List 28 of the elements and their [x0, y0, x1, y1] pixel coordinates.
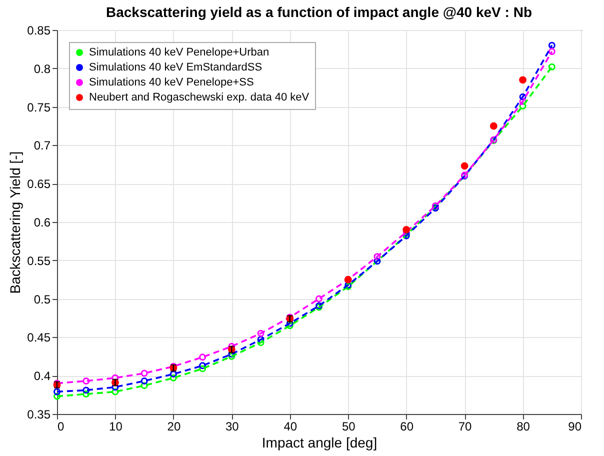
- x-tick-label: 40: [284, 420, 298, 434]
- legend-label: Simulations 40 keV Penelope+SS: [89, 76, 254, 88]
- x-axis-title: Impact angle [deg]: [262, 434, 378, 450]
- x-tick-label: 10: [109, 420, 123, 434]
- x-tick-label: 90: [568, 420, 582, 434]
- legend-label: Neubert and Rogaschewski exp. data 40 keV: [89, 92, 310, 104]
- y-tick-label: 0.8: [34, 62, 51, 76]
- y-tick-label: 0.7: [34, 138, 51, 153]
- y-tick-label: 0.65: [27, 177, 51, 192]
- y-tick-label: 0.6: [34, 216, 51, 230]
- x-tick-label: 70: [458, 420, 472, 434]
- chart-title: Backscattering yield as a function of impact angle @40 keV : Nb: [106, 4, 532, 20]
- y-axis-title: Backscattering Yield [-]: [7, 151, 24, 294]
- legend-label: Simulations 40 keV Penelope+Urban: [89, 46, 270, 58]
- y-tick-label: 0.35: [27, 408, 51, 422]
- y-tick-label: 0.45: [27, 330, 51, 345]
- y-tick-label: 0.5: [34, 292, 51, 306]
- y-tick-label: 0.4: [34, 369, 51, 384]
- x-tick-label: 60: [400, 420, 414, 434]
- y-tick-label: 0.75: [27, 100, 51, 114]
- x-tick-label: 50: [342, 420, 356, 434]
- legend-label: Simulations 40 keV EmStandardSS: [89, 62, 262, 74]
- y-tick-label: 0.85: [27, 24, 51, 38]
- x-tick-label: 20: [167, 420, 181, 434]
- x-tick-label: 0: [58, 420, 64, 434]
- x-tick-label: 30: [225, 420, 240, 434]
- y-tick-label: 0.55: [27, 254, 51, 268]
- x-tick-label: 80: [516, 420, 530, 434]
